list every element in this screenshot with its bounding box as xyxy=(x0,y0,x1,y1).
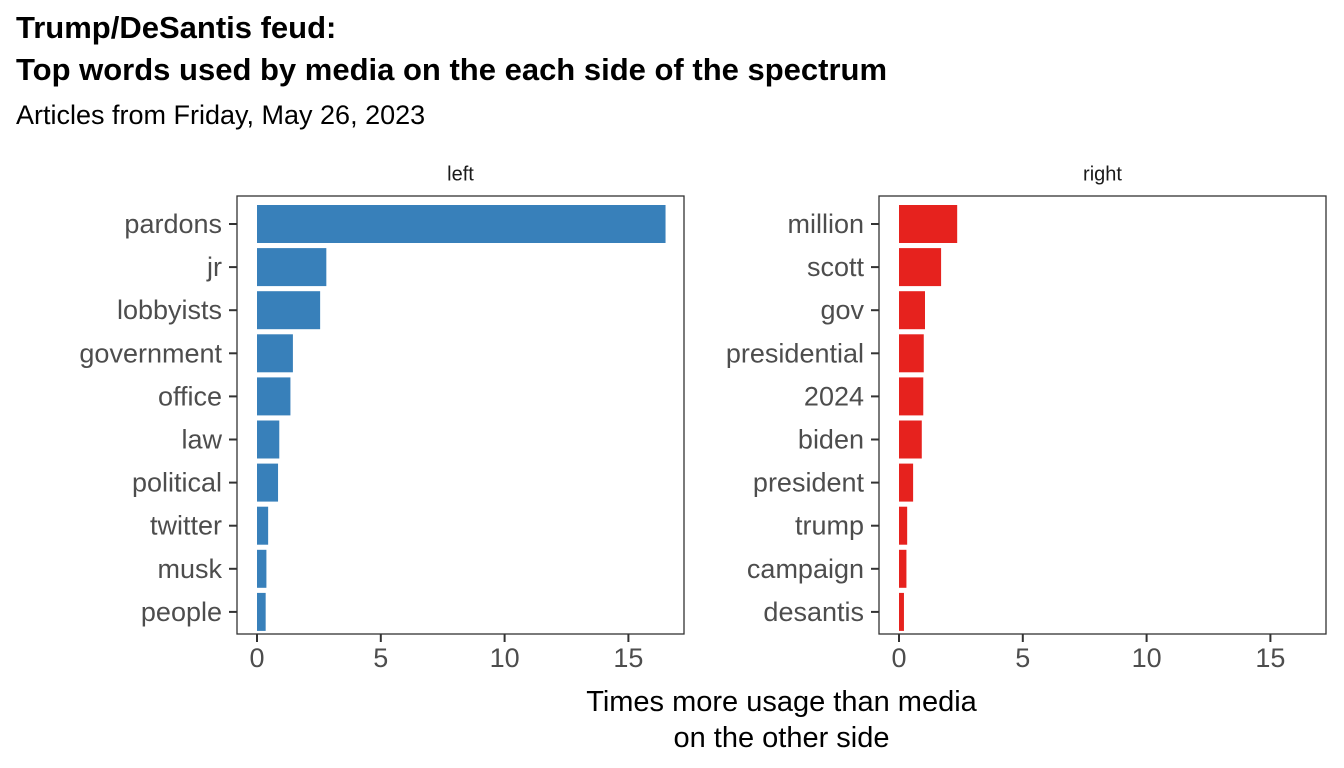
facet-label-left: left xyxy=(447,163,474,185)
panel-border-right xyxy=(878,195,1327,635)
bar-left-office xyxy=(257,377,291,416)
bar-right-2024 xyxy=(899,377,924,416)
y-tick-label-musk: musk xyxy=(157,554,222,584)
y-tick-label-political: political xyxy=(132,468,222,498)
y-tick-label-desantis: desantis xyxy=(763,597,864,627)
bar-left-lobbyists xyxy=(257,291,321,330)
y-tick-label-pardons: pardons xyxy=(124,209,222,239)
x-tick-label: 15 xyxy=(613,643,643,673)
bar-left-law xyxy=(257,420,280,459)
y-tick-label-twitter: twitter xyxy=(150,511,222,541)
bar-right-presidential xyxy=(899,334,924,373)
bar-right-trump xyxy=(899,506,908,545)
y-tick-label-lobbyists: lobbyists xyxy=(117,295,222,325)
bar-right-president xyxy=(899,463,914,502)
y-tick-label-office: office xyxy=(158,381,222,411)
y-tick-label-presidential: presidential xyxy=(726,338,864,368)
bar-right-biden xyxy=(899,420,922,459)
y-tick-label-biden: biden xyxy=(798,425,864,455)
panel-border-left xyxy=(236,195,685,635)
y-tick-label-campaign: campaign xyxy=(747,554,864,584)
bar-left-twitter xyxy=(257,506,269,545)
bar-left-jr xyxy=(257,248,327,287)
y-tick-label-2024: 2024 xyxy=(804,381,864,411)
x-tick-label: 5 xyxy=(373,643,388,673)
x-axis-title-line-2: on the other side xyxy=(673,722,889,754)
bar-right-scott xyxy=(899,248,942,287)
bar-left-political xyxy=(257,463,279,502)
bar-left-government xyxy=(257,334,293,373)
y-tick-label-president: president xyxy=(753,468,865,498)
y-tick-label-jr: jr xyxy=(206,252,222,282)
panel-background-right xyxy=(879,196,1326,634)
facet-label-right: right xyxy=(1083,163,1122,185)
chart-title-line-1: Trump/DeSantis feud: xyxy=(16,10,337,45)
y-tick-label-people: people xyxy=(141,597,222,627)
bar-right-gov xyxy=(899,291,925,330)
x-tick-label: 5 xyxy=(1015,643,1030,673)
bar-right-campaign xyxy=(899,549,907,588)
bar-left-musk xyxy=(257,549,267,588)
bar-right-desantis xyxy=(899,592,904,631)
y-tick-label-gov: gov xyxy=(820,295,864,325)
x-tick-label: 15 xyxy=(1255,643,1285,673)
bar-right-million xyxy=(899,205,958,243)
y-tick-label-million: million xyxy=(787,209,864,239)
y-tick-label-scott: scott xyxy=(807,252,865,282)
x-tick-label: 0 xyxy=(249,643,264,673)
y-tick-label-trump: trump xyxy=(795,511,864,541)
y-tick-label-government: government xyxy=(79,338,222,368)
chart-subtitle: Articles from Friday, May 26, 2023 xyxy=(16,100,426,130)
x-tick-label: 10 xyxy=(1132,643,1162,673)
x-tick-label: 0 xyxy=(891,643,906,673)
bar-left-pardons xyxy=(257,205,666,243)
x-axis-title-line-1: Times more usage than media xyxy=(586,686,977,718)
bar-left-people xyxy=(257,592,266,631)
y-tick-label-law: law xyxy=(181,425,222,455)
chart-title-line-2: Top words used by media on the each side… xyxy=(16,52,888,87)
x-tick-label: 10 xyxy=(490,643,520,673)
